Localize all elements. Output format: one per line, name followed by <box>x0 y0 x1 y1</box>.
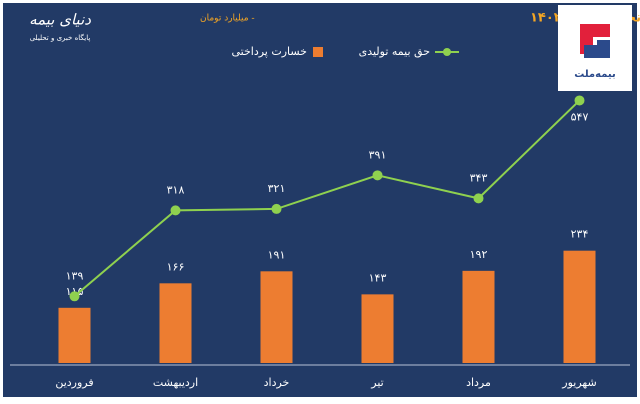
chart-subtitle: - میلیارد تومان <box>200 14 255 24</box>
legend-marker <box>443 48 451 56</box>
line-point <box>170 205 181 216</box>
bar <box>361 294 394 363</box>
bar <box>159 283 192 363</box>
line-value-label: ۵۴۷ <box>571 110 589 123</box>
logo-icon <box>580 24 610 58</box>
line-value-label: ۱۳۹ <box>66 269 84 282</box>
x-tick-label: اردیبهشت <box>153 376 198 389</box>
line-point <box>69 291 80 302</box>
line-value-label: ۳۴۳ <box>470 171 488 184</box>
x-tick-label: شهریور <box>561 376 596 389</box>
bar-value-label: ۱۶۶ <box>167 260 185 273</box>
bar-value-label: ۱۹۱ <box>268 248 286 261</box>
bar-value-label: ۱۴۳ <box>369 271 387 284</box>
line-value-label: ۳۱۸ <box>167 183 185 196</box>
company-name: بیمه‌ملت <box>574 69 615 80</box>
x-tick-label: تیر <box>370 376 383 389</box>
line <box>73 99 581 298</box>
background <box>3 3 637 397</box>
bar <box>563 250 596 363</box>
legend-label: حق بیمه تولیدی <box>359 45 430 59</box>
bar <box>462 270 495 363</box>
legend-swatch <box>313 47 323 57</box>
line-point <box>574 95 585 106</box>
bar <box>58 307 91 363</box>
bar-value-label: ۲۳۴ <box>571 228 589 241</box>
bar-value-label: ۱۹۲ <box>470 248 488 261</box>
site-tagline: پایگاه خبری و تحلیلی <box>30 33 91 42</box>
line-point <box>473 193 484 204</box>
x-tick-label: خرداد <box>264 376 290 389</box>
site-name: دنیای بیمه <box>29 11 91 29</box>
x-tick-label: مرداد <box>466 376 491 389</box>
line-value-label: ۳۲۱ <box>268 182 286 195</box>
line-point <box>271 203 282 214</box>
x-tick-label: فروردین <box>55 376 93 389</box>
bar <box>260 271 293 363</box>
line-point <box>372 170 383 181</box>
line-value-label: ۳۹۱ <box>369 148 387 161</box>
legend-label: خسارت پرداختی <box>231 45 307 58</box>
